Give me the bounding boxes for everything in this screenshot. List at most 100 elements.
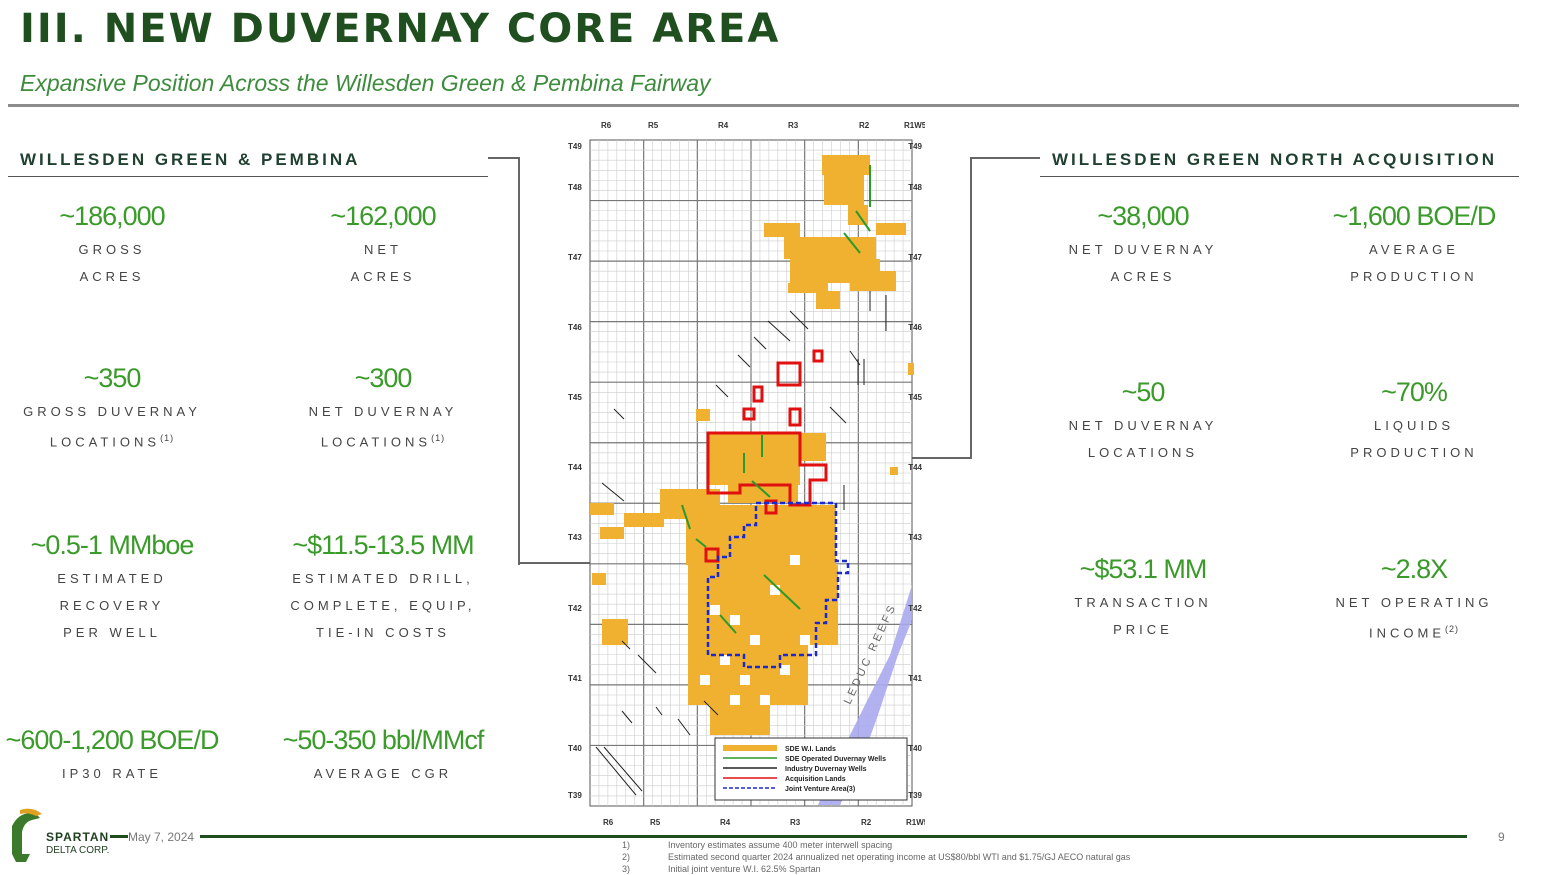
legend-swatch [723, 745, 777, 751]
helmet-icon [12, 813, 40, 862]
stat-value: ~$53.1 MM [1079, 554, 1208, 584]
header-divider [8, 104, 1519, 107]
land-gap [720, 655, 730, 665]
township-label: T41 [908, 674, 922, 683]
stat-net-operating-income: ~2.8X NET OPERATING INCOME(2) [1284, 553, 1544, 646]
sde-well [751, 480, 771, 498]
acquisition-parcel [812, 349, 824, 363]
stat-net-acres: ~162,000 NET ACRES [253, 200, 513, 290]
stat-value: ~38,000 [1097, 201, 1189, 231]
industry-well [613, 408, 625, 420]
industry-well [677, 718, 691, 736]
land-parcel [764, 223, 800, 237]
land-gap [740, 675, 750, 685]
page-title: III. NEW DUVERNAY CORE AREA [20, 6, 781, 52]
stat-value: ~0.5-1 MMboe [30, 530, 195, 560]
land-parcel [800, 433, 826, 461]
stat-label: NET ACRES [350, 242, 416, 284]
township-label: T44 [568, 463, 582, 472]
township-label: T44 [908, 463, 922, 472]
stat-transaction-price: ~$53.1 MM TRANSACTION PRICE [1013, 553, 1273, 643]
township-label: T49 [908, 142, 922, 151]
land-parcel [822, 155, 870, 175]
left-panel-title: WILLESDEN GREEN & PEMBINA [20, 150, 361, 169]
stat-label: ESTIMATED RECOVERY PER WELL [57, 571, 167, 640]
sde-well [695, 538, 707, 548]
land-parcel [686, 505, 836, 565]
stat-net-duvernay-acres: ~38,000 NET DUVERNAY ACRES [1013, 200, 1273, 290]
township-label: T45 [908, 393, 922, 402]
township-label: T47 [908, 253, 922, 262]
stat-label: NET DUVERNAY LOCATIONS(1) [308, 404, 458, 450]
range-label: R1W5 [904, 121, 925, 130]
stat-label: NET DUVERNAY LOCATIONS [1068, 418, 1218, 460]
acquisition-parcel [776, 361, 802, 387]
township-label: T49 [568, 142, 582, 151]
stat-net-duvernay-locations-acq: ~50 NET DUVERNAY LOCATIONS [1013, 376, 1273, 466]
township-label: T42 [908, 604, 922, 613]
presentation-date: May 7, 2024 [128, 830, 201, 844]
stat-label: GROSS DUVERNAY LOCATIONS(1) [23, 404, 201, 450]
range-label: R1W5 [906, 818, 925, 827]
township-label: T42 [568, 604, 582, 613]
land-parcel [592, 573, 606, 585]
sde-well [719, 614, 737, 634]
sde-well [763, 574, 801, 610]
footnote: 3) Initial joint venture W.I. 62.5% Spart… [622, 864, 821, 874]
stat-label: IP30 RATE [61, 766, 163, 781]
industry-well [621, 710, 633, 724]
stat-label: TRANSACTION PRICE [1074, 595, 1212, 637]
land-gap [790, 555, 800, 565]
stat-estimated-recovery: ~0.5-1 MMboe ESTIMATED RECOVERY PER WELL [0, 529, 242, 646]
sde-operated-wells [681, 165, 871, 634]
stat-value: ~350 [83, 363, 142, 393]
land-parcel [602, 619, 628, 645]
footnote: 1) Inventory estimates assume 400 meter i… [622, 840, 893, 850]
stat-label: LIQUIDS PRODUCTION [1350, 418, 1478, 460]
joint-venture-area [706, 501, 850, 669]
spartan-helmet-logo [12, 808, 42, 862]
footer-divider [110, 835, 1467, 838]
land-parcel [600, 527, 624, 539]
page-number: 9 [1498, 830, 1505, 844]
industry-well [621, 640, 631, 650]
stat-value: ~1,600 BOE/D [1332, 201, 1497, 231]
acquisition-parcel [764, 499, 778, 515]
company-name: SPARTAN [46, 830, 110, 844]
footnote-ref: (1) [431, 433, 446, 443]
range-label: R3 [790, 818, 801, 827]
stat-value: ~600-1,200 BOE/D [5, 725, 220, 755]
acquisition-parcel [706, 431, 828, 507]
stat-average-cgr: ~50-350 bbl/MMcf AVERAGE CGR [253, 724, 513, 787]
legend-label: SDE W.I. Lands [785, 746, 836, 753]
township-label: T45 [568, 393, 582, 402]
stat-value: ~162,000 [330, 201, 436, 231]
range-label: R3 [788, 121, 799, 130]
land-parcel [850, 271, 890, 291]
township-label: T47 [568, 253, 582, 262]
industry-well [789, 310, 809, 330]
land-parcel [710, 705, 770, 735]
acquisition-parcel [742, 407, 756, 421]
right-connector-vertical [970, 157, 972, 459]
right-panel-underline [1040, 176, 1519, 177]
stat-value: ~300 [354, 363, 413, 393]
footnotes: 1) Inventory estimates assume 400 meter i… [622, 839, 1130, 875]
stat-value: ~50-350 bbl/MMcf [282, 725, 485, 755]
legend-label: SDE Operated Duvernay Wells [785, 756, 886, 763]
township-label: T40 [908, 744, 922, 753]
township-label: T46 [908, 323, 922, 332]
township-label: T41 [568, 674, 582, 683]
legend-label: Industry Duvernay Wells [785, 766, 867, 773]
plume-icon [20, 808, 42, 816]
stat-label: AVERAGE PRODUCTION [1350, 242, 1478, 284]
right-panel-title: WILLESDEN GREEN NORTH ACQUISITION [1052, 150, 1497, 169]
township-label: T46 [568, 323, 582, 332]
range-label: R6 [601, 121, 612, 130]
range-label: R5 [650, 818, 661, 827]
industry-well [715, 384, 729, 398]
company-suffix: DELTA CORP. [46, 845, 110, 856]
page-subtitle: Expansive Position Across the Willesden … [20, 70, 711, 96]
industry-well [601, 482, 625, 502]
stat-value: ~2.8X [1380, 554, 1448, 584]
